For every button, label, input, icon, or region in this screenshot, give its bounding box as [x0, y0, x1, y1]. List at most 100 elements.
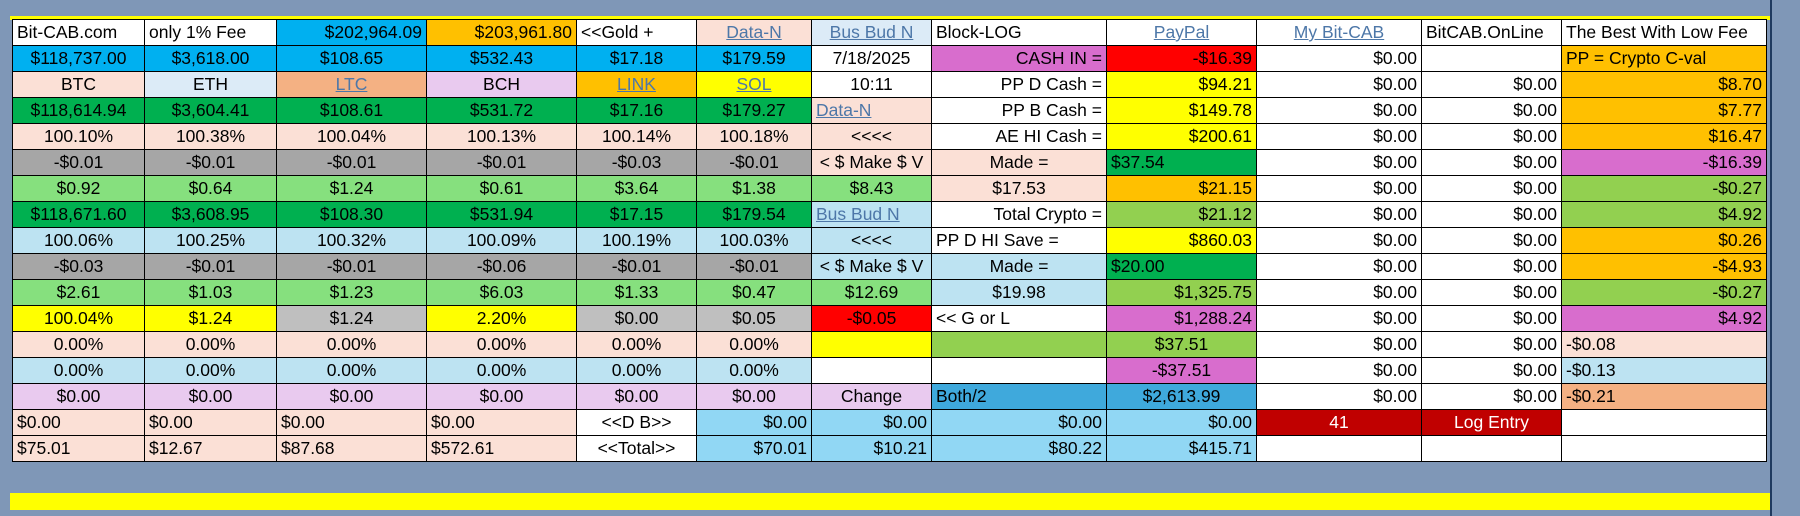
sheet-cell[interactable]: CASH IN =: [931, 45, 1107, 72]
sheet-cell[interactable]: <<<<: [811, 123, 932, 150]
sheet-cell[interactable]: 0.00%: [426, 331, 577, 358]
sheet-cell[interactable]: -$37.51: [1106, 357, 1257, 384]
sheet-cell[interactable]: BTC: [12, 71, 145, 98]
sheet-link-cell[interactable]: Bus Bud N: [811, 201, 932, 228]
sheet-cell[interactable]: $531.72: [426, 97, 577, 124]
sheet-cell[interactable]: 0.00%: [576, 357, 697, 384]
sheet-cell[interactable]: $108.65: [276, 45, 427, 72]
sheet-cell[interactable]: $0.92: [12, 175, 145, 202]
sheet-cell[interactable]: PP B Cash =: [931, 97, 1107, 124]
sheet-cell[interactable]: 0.00%: [12, 357, 145, 384]
sheet-cell[interactable]: $0.05: [696, 305, 812, 332]
sheet-cell[interactable]: $4.92: [1561, 201, 1767, 228]
sheet-cell[interactable]: -$0.03: [12, 253, 145, 280]
sheet-cell[interactable]: $200.61: [1106, 123, 1257, 150]
sheet-cell[interactable]: $0.00: [12, 409, 145, 436]
sheet-cell[interactable]: $3,618.00: [144, 45, 277, 72]
sheet-cell[interactable]: $0.00: [811, 409, 932, 436]
sheet-cell[interactable]: $0.00: [1421, 123, 1562, 150]
sheet-cell[interactable]: $179.27: [696, 97, 812, 124]
sheet-cell[interactable]: $0.00: [576, 305, 697, 332]
sheet-cell[interactable]: [1561, 435, 1767, 462]
sheet-cell[interactable]: $0.00: [1256, 201, 1422, 228]
sheet-cell[interactable]: $94.21: [1106, 71, 1257, 98]
sheet-link-cell[interactable]: Data-N: [811, 97, 932, 124]
sheet-cell[interactable]: $75.01: [12, 435, 145, 462]
sheet-cell[interactable]: $0.00: [144, 383, 277, 410]
sheet-link-cell[interactable]: SOL: [696, 71, 812, 98]
sheet-cell[interactable]: 100.38%: [144, 123, 277, 150]
sheet-cell[interactable]: $1,288.24: [1106, 305, 1257, 332]
sheet-cell[interactable]: -$0.27: [1561, 175, 1767, 202]
sheet-cell[interactable]: $118,671.60: [12, 201, 145, 228]
sheet-cell[interactable]: [1256, 435, 1422, 462]
sheet-cell[interactable]: $1.03: [144, 279, 277, 306]
sheet-cell[interactable]: 100.14%: [576, 123, 697, 150]
sheet-cell[interactable]: $21.15: [1106, 175, 1257, 202]
sheet-cell[interactable]: -$0.21: [1561, 383, 1767, 410]
sheet-cell[interactable]: -$0.06: [426, 253, 577, 280]
sheet-cell[interactable]: $6.03: [426, 279, 577, 306]
sheet-cell[interactable]: $179.59: [696, 45, 812, 72]
sheet-cell[interactable]: $70.01: [696, 435, 812, 462]
sheet-cell[interactable]: 0.00%: [276, 357, 427, 384]
sheet-cell[interactable]: $203,961.80: [426, 19, 577, 46]
sheet-cell[interactable]: <<Total>>: [576, 435, 697, 462]
sheet-cell[interactable]: $0.00: [1421, 97, 1562, 124]
sheet-cell[interactable]: $0.00: [1421, 175, 1562, 202]
sheet-cell[interactable]: $2,613.99: [1106, 383, 1257, 410]
sheet-cell[interactable]: $0.00: [1256, 383, 1422, 410]
sheet-cell[interactable]: [811, 331, 932, 358]
sheet-cell[interactable]: << G or L: [931, 305, 1107, 332]
sheet-cell[interactable]: 10:11: [811, 71, 932, 98]
sheet-cell[interactable]: 100.04%: [12, 305, 145, 332]
sheet-cell[interactable]: PP = Crypto C-val: [1561, 45, 1767, 72]
sheet-cell[interactable]: -$0.01: [12, 149, 145, 176]
sheet-cell[interactable]: $8.43: [811, 175, 932, 202]
sheet-cell[interactable]: $7.77: [1561, 97, 1767, 124]
sheet-cell[interactable]: $1.38: [696, 175, 812, 202]
sheet-cell[interactable]: $1.33: [576, 279, 697, 306]
sheet-cell[interactable]: <<D B>>: [576, 409, 697, 436]
sheet-cell[interactable]: 0.00%: [696, 331, 812, 358]
sheet-cell[interactable]: $0.00: [1256, 305, 1422, 332]
sheet-cell[interactable]: < $ Make $ V: [811, 253, 932, 280]
sheet-cell[interactable]: $0.00: [144, 409, 277, 436]
sheet-cell[interactable]: $0.47: [696, 279, 812, 306]
sheet-cell[interactable]: -$0.01: [144, 149, 277, 176]
sheet-cell[interactable]: [1561, 409, 1767, 436]
sheet-cell[interactable]: < $ Make $ V: [811, 149, 932, 176]
sheet-cell[interactable]: $37.54: [1106, 149, 1257, 176]
sheet-cell[interactable]: $17.53: [931, 175, 1107, 202]
sheet-cell[interactable]: 0.00%: [144, 331, 277, 358]
sheet-cell[interactable]: $0.64: [144, 175, 277, 202]
sheet-cell[interactable]: AE HI Cash =: [931, 123, 1107, 150]
sheet-cell[interactable]: -$0.01: [276, 149, 427, 176]
sheet-cell[interactable]: 0.00%: [576, 331, 697, 358]
sheet-cell[interactable]: $0.00: [1421, 357, 1562, 384]
sheet-cell[interactable]: 0.00%: [696, 357, 812, 384]
sheet-cell[interactable]: [811, 357, 932, 384]
sheet-cell[interactable]: Bit-CAB.com: [12, 19, 145, 46]
sheet-cell[interactable]: 0.00%: [426, 357, 577, 384]
sheet-cell[interactable]: Log Entry: [1421, 409, 1562, 436]
sheet-cell[interactable]: $0.00: [931, 409, 1107, 436]
sheet-cell[interactable]: $0.00: [276, 383, 427, 410]
sheet-cell[interactable]: only 1% Fee: [144, 19, 277, 46]
sheet-cell[interactable]: $0.00: [1421, 201, 1562, 228]
sheet-cell[interactable]: -$0.27: [1561, 279, 1767, 306]
sheet-link-cell[interactable]: LTC: [276, 71, 427, 98]
sheet-cell[interactable]: PP D HI Save =: [931, 227, 1107, 254]
sheet-cell[interactable]: $17.18: [576, 45, 697, 72]
sheet-cell[interactable]: $0.00: [1421, 305, 1562, 332]
sheet-cell[interactable]: $0.00: [1256, 279, 1422, 306]
sheet-cell[interactable]: 100.04%: [276, 123, 427, 150]
sheet-cell[interactable]: -$0.03: [576, 149, 697, 176]
sheet-cell[interactable]: -$4.93: [1561, 253, 1767, 280]
sheet-cell[interactable]: $0.26: [1561, 227, 1767, 254]
sheet-cell[interactable]: $0.00: [1256, 71, 1422, 98]
sheet-cell[interactable]: -$0.01: [426, 149, 577, 176]
sheet-cell[interactable]: $0.00: [576, 383, 697, 410]
sheet-cell[interactable]: <<Gold +: [576, 19, 697, 46]
sheet-cell[interactable]: 100.10%: [12, 123, 145, 150]
